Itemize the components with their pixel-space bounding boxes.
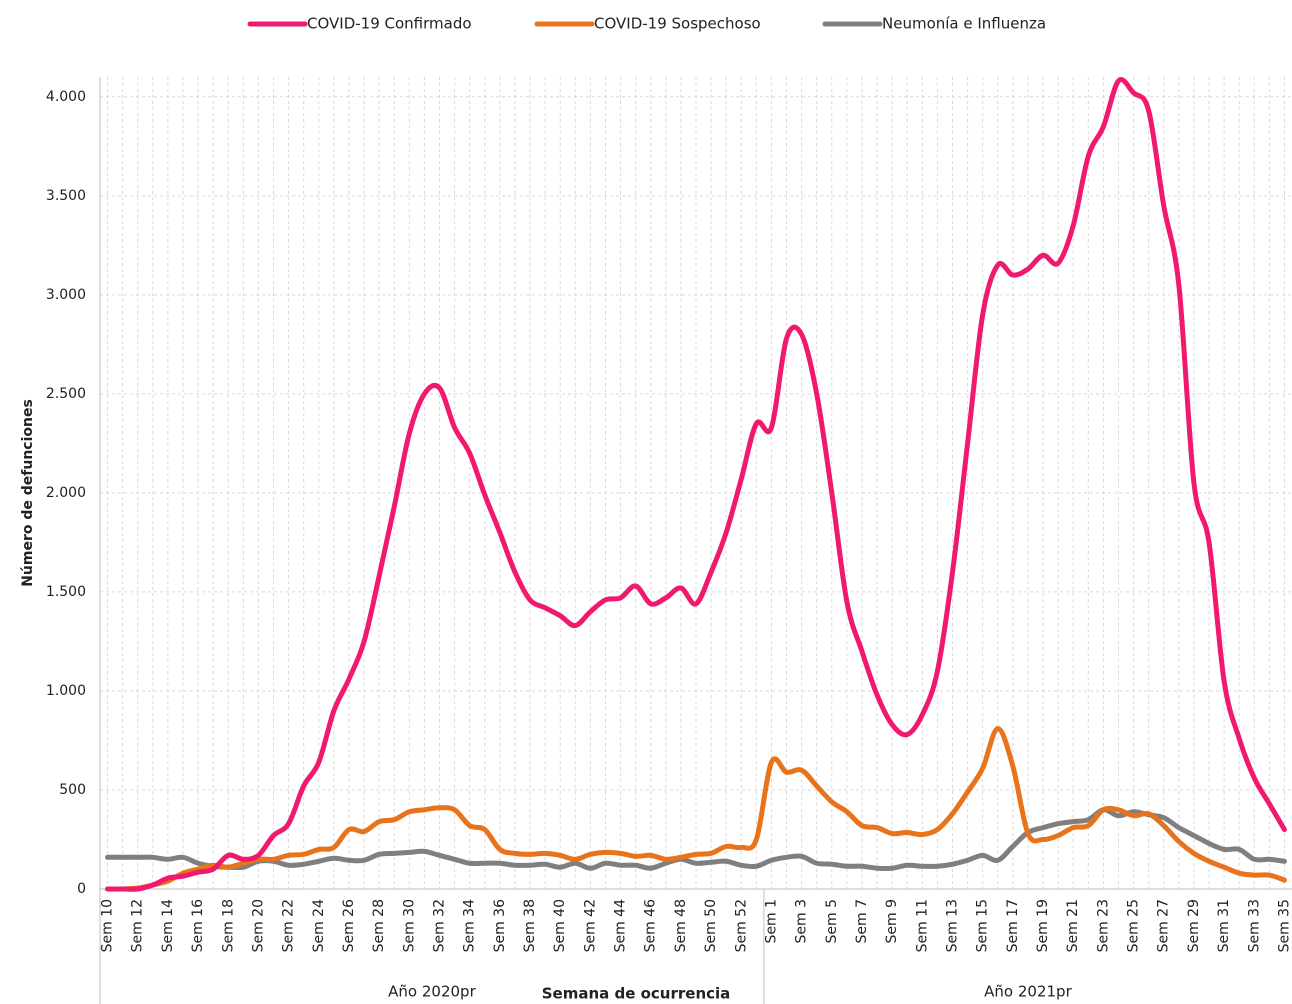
x-tick-label: Sem 34	[462, 899, 478, 952]
x-tick-label: Sem 36	[492, 899, 508, 952]
x-tick-label: Sem 15	[975, 899, 991, 952]
x-tick-label: Sem 12	[130, 899, 146, 952]
series-line	[105, 77, 1287, 892]
y-tick-label: 2.500	[46, 386, 86, 402]
y-tick-label: 3.500	[46, 188, 86, 204]
x-tick-label: Sem 14	[160, 899, 176, 952]
y-tick-label: 3.000	[46, 287, 86, 303]
x-tick-label: Sem 21	[1065, 899, 1081, 952]
x-tick-label: Sem 25	[1126, 899, 1142, 952]
y-tick-label: 0	[77, 881, 86, 897]
x-tick-label: Sem 27	[1156, 899, 1172, 952]
y-tick-label: 500	[59, 782, 86, 798]
x-tick-label: Sem 1	[763, 899, 779, 944]
x-tick-label: Sem 5	[824, 899, 840, 944]
x-tick-label: Sem 24	[311, 899, 327, 952]
y-tick-label: 1.500	[46, 584, 86, 600]
y-tick-label: 1.000	[46, 683, 86, 699]
x-tick-label: Sem 32	[431, 899, 447, 952]
x-tick-label: Sem 23	[1095, 899, 1111, 952]
x-tick-label: Sem 52	[733, 899, 749, 952]
x-tick-label: Sem 10	[100, 899, 116, 952]
x-tick-label: Sem 35	[1276, 899, 1292, 952]
x-tick-label: Sem 46	[643, 899, 659, 952]
x-tick-label: Sem 40	[552, 899, 568, 952]
x-tick-label: Sem 29	[1186, 899, 1202, 952]
series-line	[105, 726, 1287, 892]
x-tick-label: Sem 31	[1216, 899, 1232, 952]
x-tick-label: Sem 9	[884, 899, 900, 944]
x-tick-label: Sem 48	[673, 899, 689, 952]
legend-label: Neumonía e Influenza	[882, 15, 1046, 33]
group-label: Año 2021pr	[984, 983, 1072, 1001]
x-tick-label: Sem 38	[522, 899, 538, 952]
x-tick-label: Sem 7	[854, 899, 870, 944]
group-label: Año 2020pr	[388, 983, 476, 1001]
legend-label: COVID-19 Sospechoso	[594, 15, 761, 33]
x-tick-label: Sem 17	[1005, 899, 1021, 952]
y-tick-label: 2.000	[46, 485, 86, 501]
x-tick-label: Sem 19	[1035, 899, 1051, 952]
x-tick-label: Sem 16	[190, 899, 206, 952]
x-tick-label: Sem 20	[250, 899, 266, 952]
x-tick-label: Sem 50	[703, 899, 719, 952]
x-tick-label: Sem 26	[341, 899, 357, 952]
series-line	[105, 807, 1287, 872]
x-tick-label: Sem 3	[794, 899, 810, 944]
y-tick-label: 4.000	[46, 89, 86, 105]
x-axis-title: Semana de ocurrencia	[542, 985, 731, 1003]
x-tick-label: Sem 42	[582, 899, 598, 952]
x-tick-label: Sem 13	[945, 899, 961, 952]
x-tick-label: Sem 28	[371, 899, 387, 952]
x-tick-label: Sem 33	[1246, 899, 1262, 952]
y-axis-title: Número de defunciones	[20, 399, 36, 587]
legend-label: COVID-19 Confirmado	[307, 15, 472, 33]
x-tick-label: Sem 44	[613, 899, 629, 952]
x-tick-label: Sem 18	[220, 899, 236, 952]
x-tick-label: Sem 30	[401, 899, 417, 952]
x-tick-label: Sem 11	[914, 899, 930, 952]
x-tick-label: Sem 22	[281, 899, 297, 952]
